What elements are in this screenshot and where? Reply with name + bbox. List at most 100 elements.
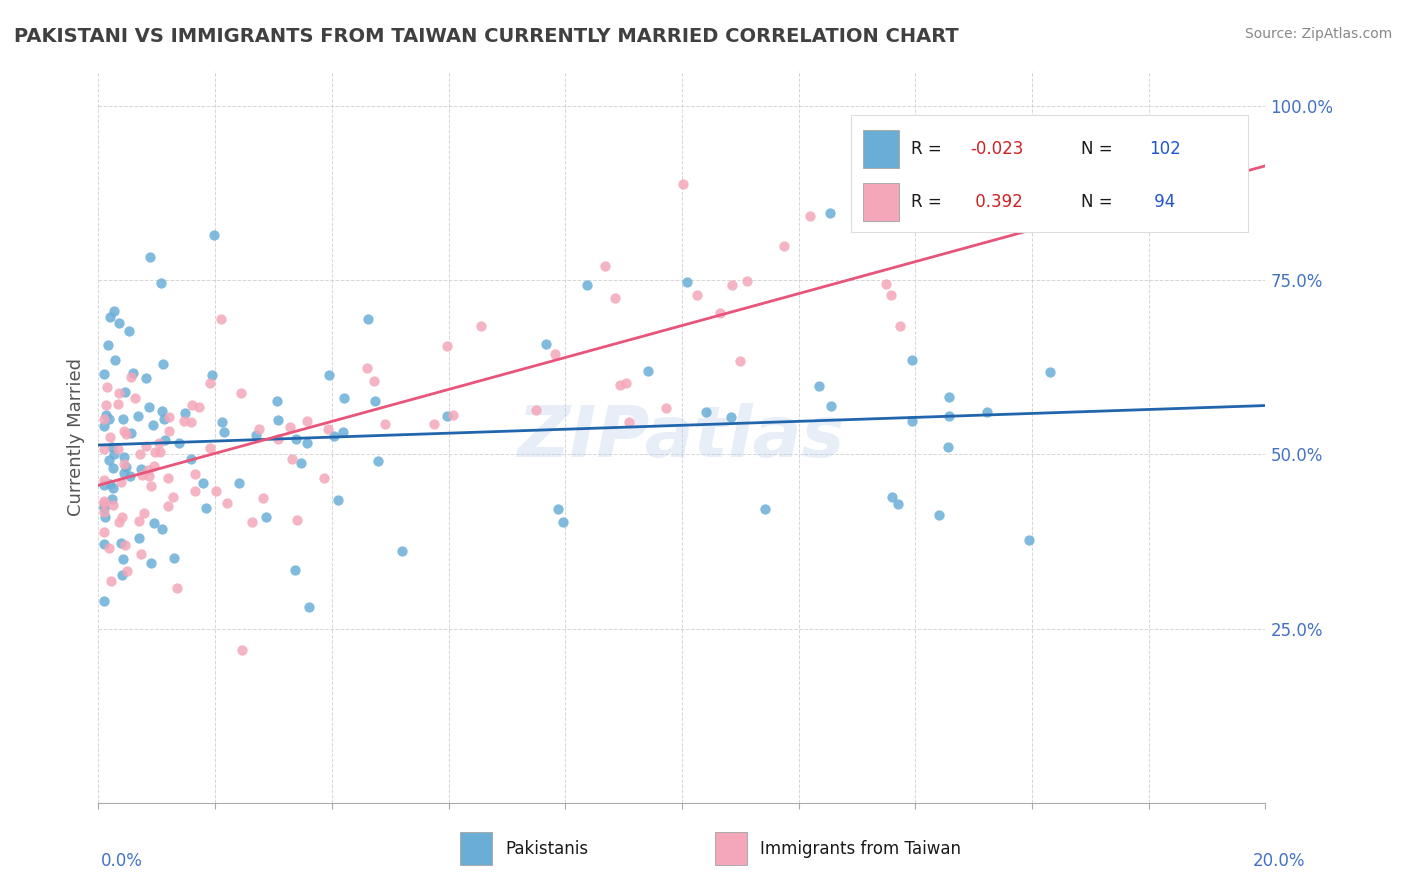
Point [367, 454, 389, 468]
Point [115, 564, 138, 578]
Point [231, 642, 253, 657]
Point [100, 574, 122, 588]
Point [593, 259, 616, 273]
Point [112, 457, 135, 471]
Point [180, 415, 202, 429]
Point [142, 418, 165, 433]
Point [686, 288, 709, 302]
Point [188, 401, 211, 415]
Point [976, 404, 998, 418]
Point [107, 397, 129, 411]
Point [209, 312, 232, 326]
Point [229, 386, 252, 401]
Point [143, 445, 166, 459]
Point [148, 436, 170, 450]
Point [363, 374, 385, 388]
Point [110, 568, 132, 582]
Point [112, 467, 135, 481]
Point [96, 338, 118, 352]
Point [267, 412, 290, 426]
Point [139, 251, 162, 265]
Point [205, 484, 228, 499]
Point [316, 422, 339, 436]
Point [882, 491, 904, 505]
Point [191, 475, 214, 490]
Point [200, 441, 222, 455]
Text: ZIPatlas: ZIPatlas [519, 402, 845, 472]
Point [245, 427, 267, 442]
Point [103, 304, 125, 318]
Point [114, 424, 136, 438]
Point [217, 496, 239, 510]
Point [93, 419, 115, 434]
Point [157, 471, 180, 485]
Point [135, 370, 157, 384]
Point [808, 378, 831, 392]
Point [98, 541, 121, 555]
Point [128, 531, 150, 545]
Point [173, 406, 195, 420]
Point [173, 414, 195, 428]
Text: 0.0%: 0.0% [101, 852, 143, 870]
Point [180, 451, 202, 466]
Point [93, 499, 115, 513]
Point [240, 515, 263, 529]
Point [820, 399, 842, 413]
Point [101, 481, 124, 495]
Point [97, 453, 120, 467]
Point [110, 475, 132, 489]
Point [93, 537, 115, 551]
Point [93, 494, 115, 508]
Point [107, 442, 129, 457]
Point [211, 415, 233, 429]
Point [93, 368, 115, 382]
Text: PAKISTANI VS IMMIGRANTS FROM TAIWAN CURRENTLY MARRIED CORRELATION CHART: PAKISTANI VS IMMIGRANTS FROM TAIWAN CURR… [14, 27, 959, 45]
Point [1039, 365, 1062, 379]
Point [298, 599, 321, 614]
Point [131, 468, 153, 483]
Point [247, 422, 270, 436]
Point [156, 500, 179, 514]
Point [114, 384, 136, 399]
Point [1018, 533, 1040, 548]
Point [120, 425, 142, 440]
Point [93, 473, 115, 487]
Point [103, 447, 125, 461]
Point [157, 425, 180, 439]
Point [441, 409, 464, 423]
Point [152, 357, 174, 371]
Point [129, 447, 152, 461]
Point [101, 461, 124, 475]
Point [104, 352, 127, 367]
Point [695, 405, 717, 419]
Point [603, 291, 626, 305]
Point [256, 509, 278, 524]
Point [93, 442, 115, 457]
Point [129, 462, 152, 476]
Point [332, 391, 354, 405]
Point [107, 516, 129, 530]
Point [195, 500, 218, 515]
Point [110, 536, 132, 550]
Point [889, 319, 911, 334]
Point [547, 502, 569, 516]
Point [128, 514, 150, 528]
Point [423, 417, 446, 432]
Point [900, 414, 922, 428]
Point [93, 594, 115, 608]
Point [108, 316, 131, 330]
Point [115, 460, 138, 475]
Point [436, 409, 458, 423]
Point [318, 368, 340, 382]
Point [201, 368, 224, 383]
Point [153, 433, 176, 447]
Point [162, 491, 184, 505]
Point [720, 410, 742, 425]
Point [143, 458, 166, 473]
Point [773, 238, 796, 252]
Point [614, 376, 637, 391]
Point [266, 394, 288, 409]
Point [163, 550, 186, 565]
Point [281, 452, 304, 467]
Point [284, 433, 307, 447]
